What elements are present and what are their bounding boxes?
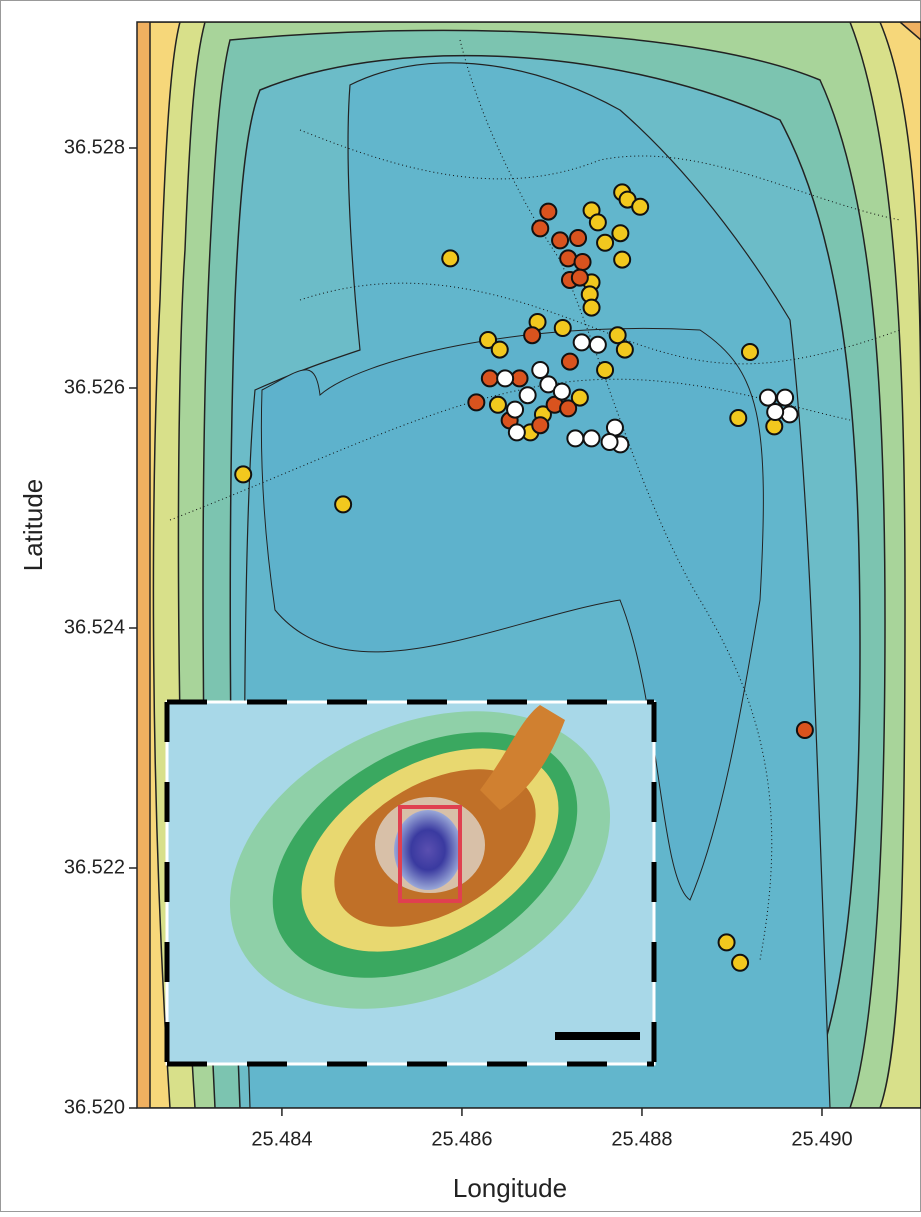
x-tick-label: 25.486 — [431, 1128, 492, 1150]
sample-point — [540, 204, 556, 220]
sample-point — [442, 250, 458, 266]
sample-point — [560, 250, 576, 266]
sample-point — [797, 722, 813, 738]
sample-point — [520, 387, 536, 403]
sample-point — [532, 362, 548, 378]
sample-point — [497, 370, 513, 386]
sample-point — [570, 230, 586, 246]
sample-point — [597, 362, 613, 378]
sample-point — [614, 252, 630, 268]
sample-point — [555, 320, 571, 336]
sample-point — [597, 235, 613, 251]
sample-point — [742, 344, 758, 360]
sample-point — [732, 955, 748, 971]
y-tick-label: 36.522 — [64, 856, 125, 878]
sample-point — [560, 400, 576, 416]
sample-point — [562, 354, 578, 370]
x-axis-title: Longitude — [453, 1173, 567, 1203]
sample-point — [584, 300, 600, 316]
sample-point — [490, 397, 506, 413]
sample-point — [782, 406, 798, 422]
map: Longitude Latitude 25.484 25.486 25.488 25.… — [0, 0, 921, 1212]
y-axis-title: Latitude — [18, 479, 48, 572]
sample-point — [590, 337, 606, 353]
sample-point — [602, 434, 618, 450]
y-tick-label: 36.526 — [64, 376, 125, 398]
sample-point — [567, 430, 583, 446]
sample-point — [509, 424, 525, 440]
sample-point — [617, 342, 633, 358]
y-tick-label: 36.520 — [64, 1096, 125, 1118]
sample-point — [554, 384, 570, 400]
sample-point — [632, 199, 648, 215]
sample-point — [552, 232, 568, 248]
sample-point — [777, 390, 793, 406]
x-tick-label: 25.490 — [791, 1128, 852, 1150]
sample-point — [767, 404, 783, 420]
sample-point — [335, 496, 351, 512]
sample-point — [532, 417, 548, 433]
sample-point — [574, 334, 590, 350]
sample-point — [507, 402, 523, 418]
inset-map — [167, 653, 658, 1067]
sample-point — [730, 410, 746, 426]
sample-point — [590, 214, 606, 230]
y-tick-label: 36.528 — [64, 136, 125, 158]
sample-point — [584, 430, 600, 446]
sample-point — [575, 254, 591, 270]
x-tick-label: 25.484 — [251, 1128, 312, 1150]
sample-point — [612, 225, 628, 241]
sample-point — [532, 220, 548, 236]
sample-point — [468, 394, 484, 410]
sample-point — [482, 370, 498, 386]
x-tick-label: 25.488 — [611, 1128, 672, 1150]
sample-point — [492, 342, 508, 358]
y-tick-label: 36.524 — [64, 616, 125, 638]
sample-point — [235, 466, 251, 482]
sample-point — [719, 934, 735, 950]
sample-point — [524, 327, 540, 343]
sample-point — [572, 270, 588, 286]
